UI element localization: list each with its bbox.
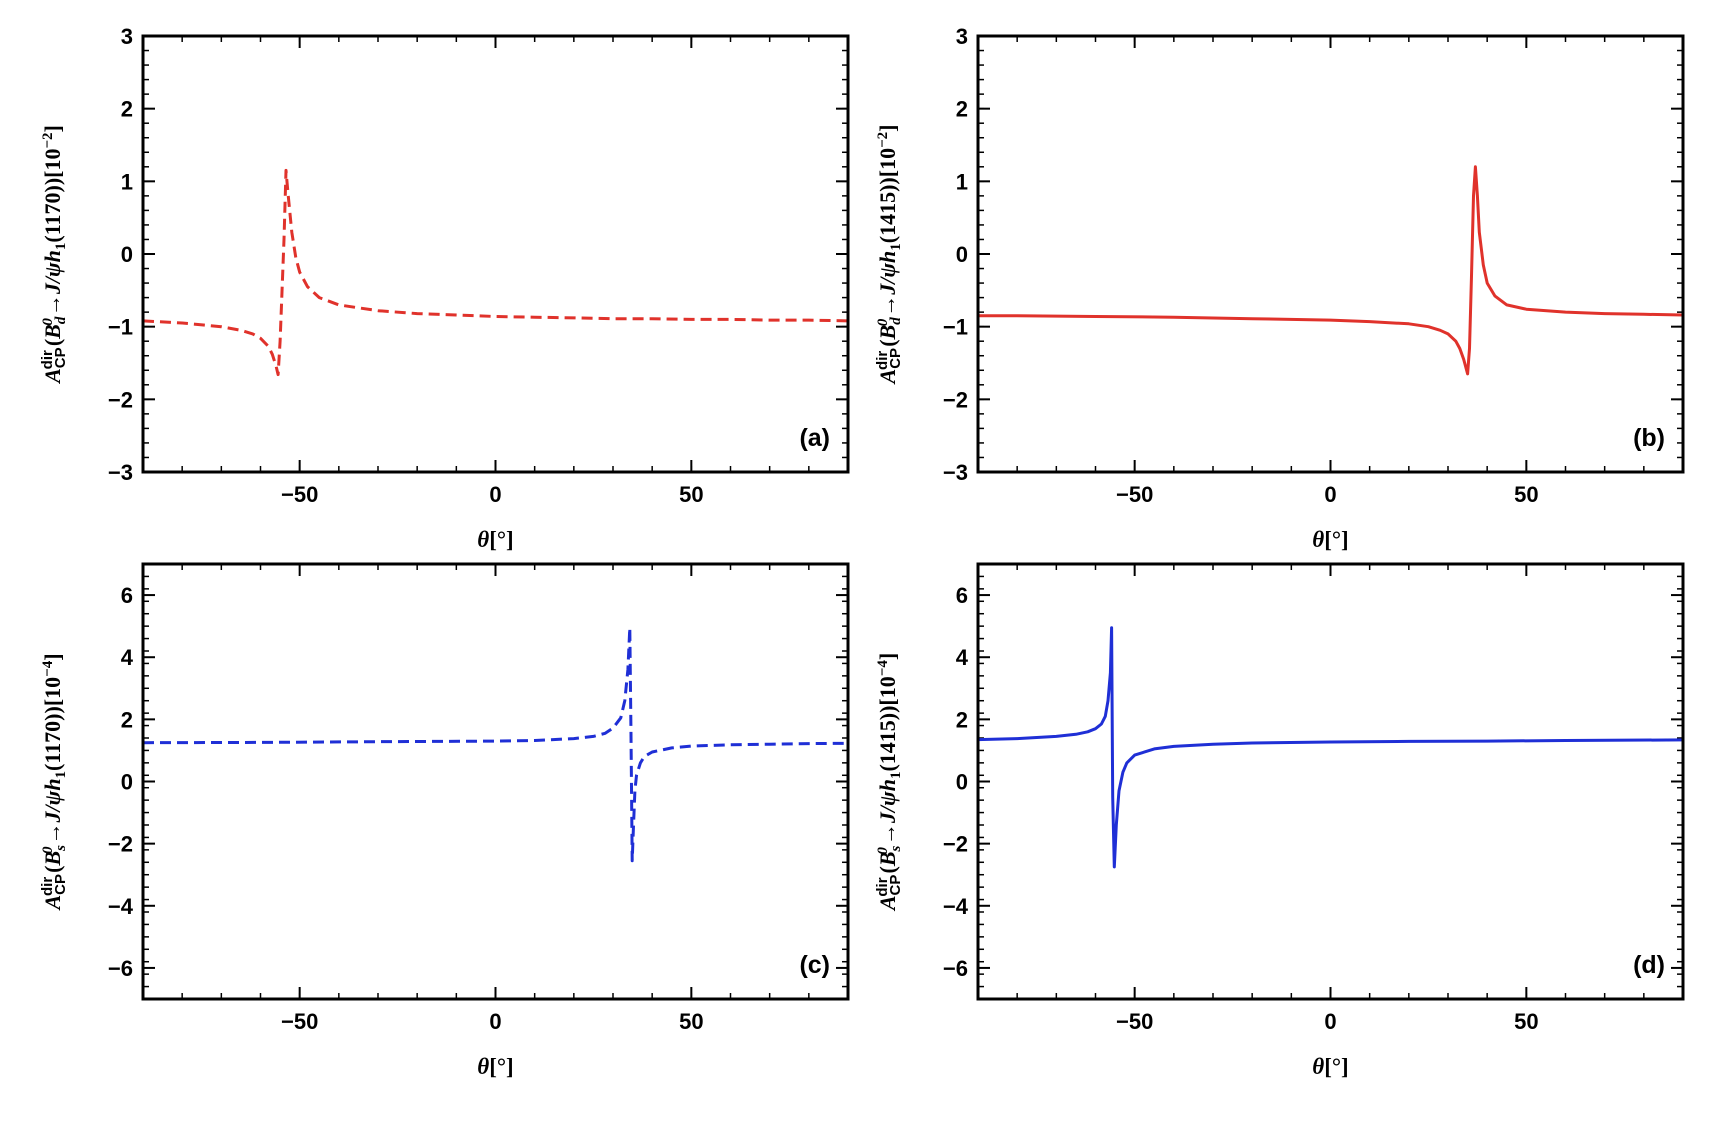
plot-frame [976, 34, 1685, 474]
y-tick-label: 2 [121, 707, 133, 732]
panel-b: −50 0 50 −3 −2 −1 0 1 2 3 (b) θ[°] ACPdir(Bd0→J/ψh1(… [874, 24, 1685, 552]
y-tick-label: 3 [956, 24, 968, 49]
y-tick-label: −3 [108, 460, 133, 485]
y-tick-label: 0 [956, 770, 968, 795]
y-tick-label: −1 [108, 315, 133, 340]
x-tick-label: −50 [1116, 1009, 1153, 1034]
y-tick-label: 4 [956, 645, 969, 670]
x-tick-label: 0 [489, 1009, 501, 1034]
y-tick-label: 2 [121, 97, 133, 122]
y-tick-label: −3 [943, 460, 968, 485]
y-tick-label: −2 [943, 832, 968, 857]
y-tick-label: 6 [121, 583, 133, 608]
plot-frame [141, 562, 850, 1001]
y-tick-label: 0 [121, 770, 133, 795]
x-axis-label: θ[°] [1312, 527, 1348, 552]
panel-label: (b) [1633, 424, 1665, 452]
x-tick-label: 50 [1514, 1009, 1538, 1034]
series-line [977, 626, 1684, 869]
y-axis-label: ACPdir(Bs0→J/ψh1(1415))[10−4] [874, 653, 904, 912]
y-tick-label: −1 [943, 315, 968, 340]
series-line [142, 626, 849, 863]
y-tick-label: 3 [121, 24, 133, 49]
panel-a: −50 0 50 −3 −2 −1 0 1 2 3 (a) θ[°] ACPdir(Bd0→J/ψh1(… [39, 24, 850, 552]
x-tick-label: 50 [679, 1009, 703, 1034]
x-axis-label: θ[°] [1312, 1054, 1348, 1079]
x-axis-label: θ[°] [477, 1054, 513, 1079]
y-tick-label: −2 [108, 832, 133, 857]
y-tick-label: 1 [956, 169, 968, 194]
y-tick-label: −4 [943, 894, 969, 919]
x-tick-label: −50 [281, 1009, 318, 1034]
y-tick-label: −6 [943, 956, 968, 981]
y-tick-label: 1 [121, 169, 133, 194]
x-tick-label: −50 [281, 482, 318, 507]
x-tick-label: 50 [1514, 482, 1538, 507]
panel-c: −50 0 50 −6 −4 −2 0 2 4 6 (c) θ[°] ACPdir(Bs0→J/ψh1(… [39, 562, 850, 1079]
y-tick-label: 2 [956, 97, 968, 122]
y-tick-label: −2 [108, 387, 133, 412]
x-tick-label: 50 [679, 482, 703, 507]
y-tick-label: −6 [108, 956, 133, 981]
y-tick-label: −4 [108, 894, 134, 919]
x-tick-label: −50 [1116, 482, 1153, 507]
plot-frame [141, 34, 850, 474]
y-tick-label: 0 [121, 242, 133, 267]
y-tick-label: 0 [956, 242, 968, 267]
series-line [142, 168, 849, 377]
x-tick-label: 0 [1324, 1009, 1336, 1034]
y-axis-label: ACPdir(Bs0→J/ψh1(1170))[10−4] [39, 653, 69, 911]
panel-label: (d) [1633, 951, 1665, 979]
y-tick-label: −2 [943, 387, 968, 412]
panel-d: −50 0 50 −6 −4 −2 0 2 4 6 (d) θ[°] ACPdir(Bs0→J/ψh1(… [874, 562, 1685, 1079]
panel-label: (a) [799, 424, 830, 452]
y-tick-label: 6 [956, 583, 968, 608]
y-axis-label: ACPdir(Bd0→J/ψh1(1415))[10−2] [874, 125, 904, 386]
y-tick-label: 2 [956, 707, 968, 732]
panel-label: (c) [799, 951, 830, 979]
y-tick-label: 4 [121, 645, 134, 670]
x-axis-label: θ[°] [477, 527, 513, 552]
y-axis-label: ACPdir(Bd0→J/ψh1(1170))[10−2] [39, 125, 69, 385]
x-tick-label: 0 [489, 482, 501, 507]
x-tick-label: 0 [1324, 482, 1336, 507]
plot-frame [976, 562, 1685, 1001]
series-line [978, 165, 1684, 376]
